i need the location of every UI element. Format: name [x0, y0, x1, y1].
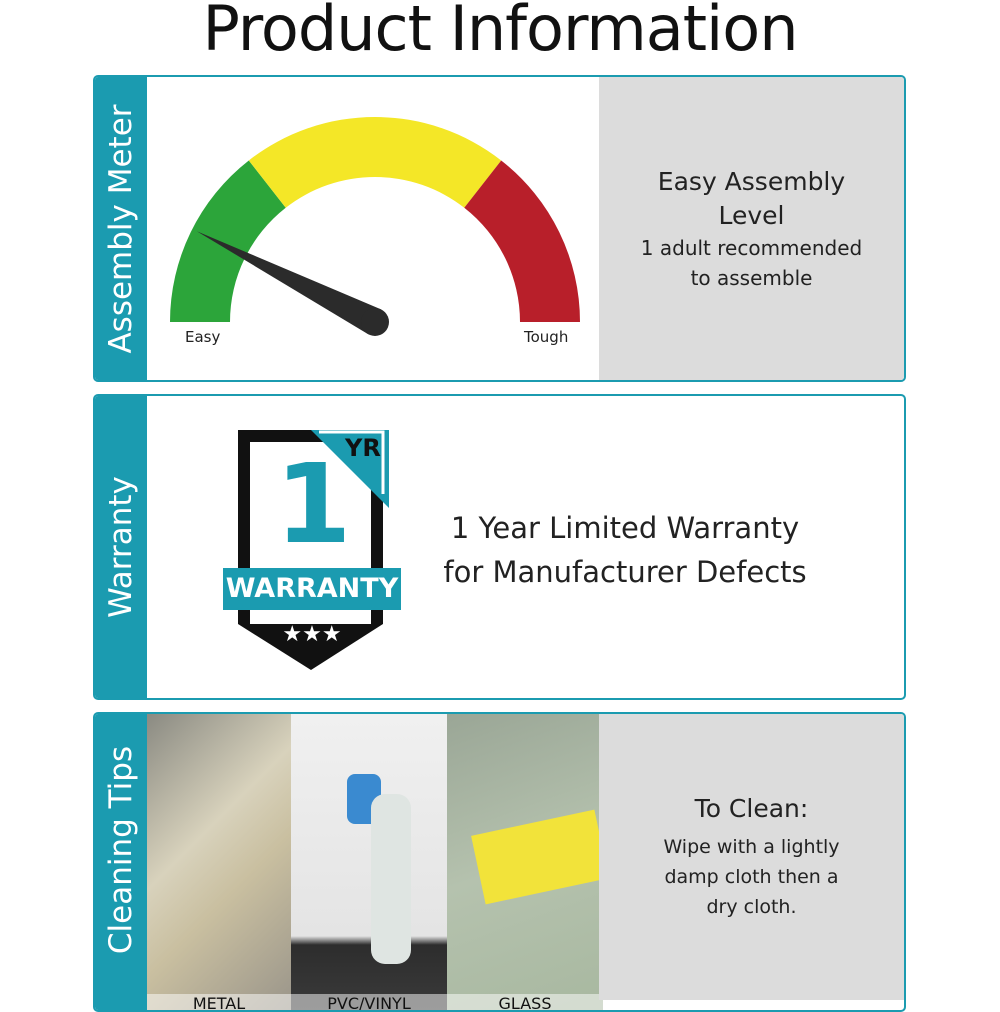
assembly-panel: Assembly Meter Easy Tough Easy Assembly … [93, 75, 906, 382]
tough-label: Tough [524, 328, 569, 346]
assembly-detail: 1 adult recommended to assemble [640, 235, 863, 290]
warranty-side-tab: Warranty [95, 396, 147, 698]
assembly-side-tab: Assembly Meter [95, 77, 147, 380]
gauge-green [170, 160, 286, 322]
gauge-needle [196, 231, 382, 335]
assembly-side-label: Assembly Meter [103, 103, 139, 354]
gauge-yellow [248, 116, 502, 208]
page-title: Product Information [202, 0, 798, 65]
badge-unit: YR [345, 434, 381, 462]
assembly-gauge [170, 116, 580, 336]
assembly-info: Easy Assembly Level 1 adult recommended … [599, 77, 904, 380]
badge-number: 1 [275, 440, 352, 568]
photo-metal: METAL [147, 714, 291, 1010]
easy-label: Easy [185, 328, 221, 346]
cleaning-detail: Wipe with a lightly damp cloth then a dr… [663, 836, 840, 918]
photo-label: PVC/VINYL [291, 994, 447, 1010]
cleaning-info: To Clean: Wipe with a lightly damp cloth… [599, 714, 904, 1000]
warranty-text: 1 Year Limited Warranty for Manufacturer… [415, 506, 835, 594]
photo-label: METAL [147, 994, 291, 1010]
badge-word: WARRANTY [223, 568, 401, 610]
gauge-red [464, 160, 580, 322]
warranty-badge: 1 YR WARRANTY ★★★ [223, 424, 403, 674]
warranty-line-2: for Manufacturer Defects [443, 555, 807, 589]
cleaning-heading: To Clean: [694, 794, 809, 823]
gauge-hub [361, 308, 389, 336]
cleaning-side-label: Cleaning Tips [103, 746, 139, 955]
warranty-line-1: 1 Year Limited Warranty [450, 511, 800, 545]
assembly-heading: Easy Assembly Level [657, 166, 846, 230]
cleaning-side-tab: Cleaning Tips [95, 714, 147, 1010]
badge-stars: ★★★ [282, 622, 342, 647]
warranty-panel: Warranty 1 YR WARRANTY ★★★ 1 Year Limite… [93, 394, 906, 700]
photo-label: GLASS [447, 994, 603, 1010]
cleaning-panel: Cleaning Tips METAL PVC/VINYL GLASS To C… [93, 712, 906, 1012]
warranty-side-label: Warranty [103, 476, 139, 618]
photo-pvc-vinyl: PVC/VINYL [291, 714, 447, 1010]
photo-glass: GLASS [447, 714, 609, 1010]
